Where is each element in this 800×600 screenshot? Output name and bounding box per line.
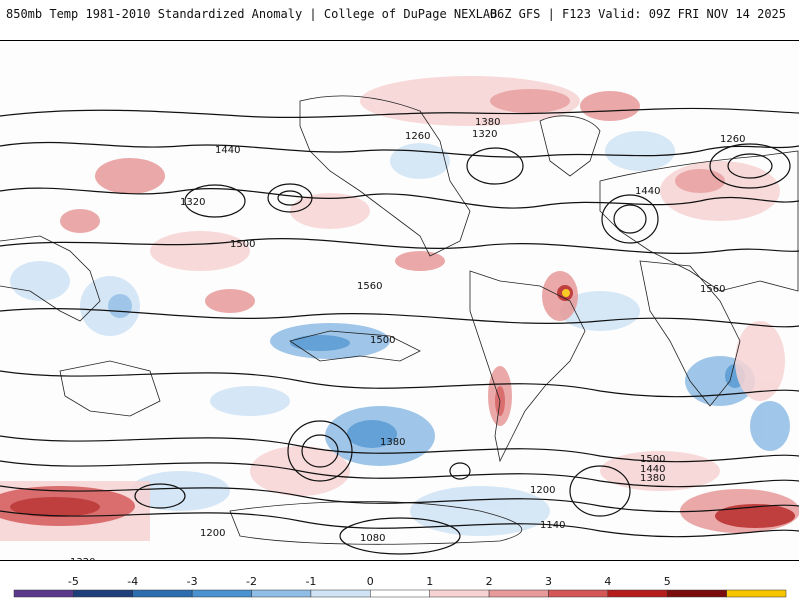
colorbar: -5 -4 -3 -2 -1 0 1 2 3 4 5 — [0, 572, 800, 600]
colorbar-swatch — [429, 589, 490, 598]
colorbar-tick-label: 4 — [604, 575, 611, 588]
contour-label: 1380 — [640, 473, 665, 484]
contour-label: 1380 — [475, 117, 500, 128]
contour-label: 1500 — [370, 335, 395, 346]
colorbar-svg: -5 -4 -3 -2 -1 0 1 2 3 4 5 — [13, 575, 787, 598]
contour-labels: 1380 1320 1260 1440 1500 1560 1200 1140 … — [70, 117, 745, 560]
contour-label: 1320 — [180, 197, 205, 208]
map-header: 850mb Temp 1981-2010 Standardized Anomal… — [0, 0, 800, 36]
contour-label: 1560 — [357, 281, 382, 292]
contour-label: 1200 — [200, 528, 225, 539]
height-contours — [0, 107, 799, 555]
colorbar-swatch — [666, 589, 727, 598]
contour-label: 1320 — [70, 557, 95, 560]
colorbar-swatch — [132, 589, 193, 598]
contour-label: 1500 — [640, 454, 665, 465]
colorbar-tick-label: -3 — [187, 575, 198, 588]
colorbar-swatch — [251, 589, 312, 598]
colorbar-swatch — [13, 589, 74, 598]
colorbar-tick-label: -5 — [68, 575, 79, 588]
colorbar-swatch — [191, 589, 252, 598]
colorbar-swatch — [370, 589, 430, 598]
map-svg: 1380 1320 1260 1440 1500 1560 1200 1140 … — [0, 76, 799, 560]
colorbar-tick-label: -1 — [305, 575, 316, 588]
map-title: 850mb Temp 1981-2010 Standardized Anomal… — [6, 7, 498, 21]
colorbar-tick-label: 2 — [486, 575, 493, 588]
contour-label: 1140 — [540, 520, 565, 531]
contour-label: 1440 — [635, 186, 660, 197]
colorbar-tick-label: -2 — [246, 575, 257, 588]
colorbar-swatch — [488, 589, 549, 598]
colorbar-tick-label: 3 — [545, 575, 552, 588]
contour-label: 1260 — [405, 131, 430, 142]
contour-label: 1500 — [230, 239, 255, 250]
colorbar-swatch — [548, 589, 609, 598]
contour-label: 1440 — [640, 464, 665, 475]
contour-label: 1080 — [360, 533, 385, 544]
colorbar-tick-label: 1 — [426, 575, 433, 588]
contour-label: 1260 — [720, 134, 745, 145]
contour-label: 1560 — [700, 284, 725, 295]
colorbar-tick-label: -4 — [127, 575, 138, 588]
colorbar-tick-label: 5 — [664, 575, 671, 588]
colorbar-swatch — [607, 589, 668, 598]
colorbar-tick-label: 0 — [367, 575, 374, 588]
colorbar-swatch — [310, 589, 371, 598]
anomaly-map: 1380 1320 1260 1440 1500 1560 1200 1140 … — [0, 40, 799, 561]
contour-label: 1440 — [215, 145, 240, 156]
colorbar-swatch — [726, 589, 787, 598]
contour-label: 1320 — [472, 129, 497, 140]
contour-label: 1200 — [530, 485, 555, 496]
colorbar-swatch — [73, 589, 134, 598]
model-run-info: 06Z GFS | F123 Valid: 09Z FRI NOV 14 202… — [489, 7, 786, 21]
contour-label: 1380 — [380, 437, 405, 448]
